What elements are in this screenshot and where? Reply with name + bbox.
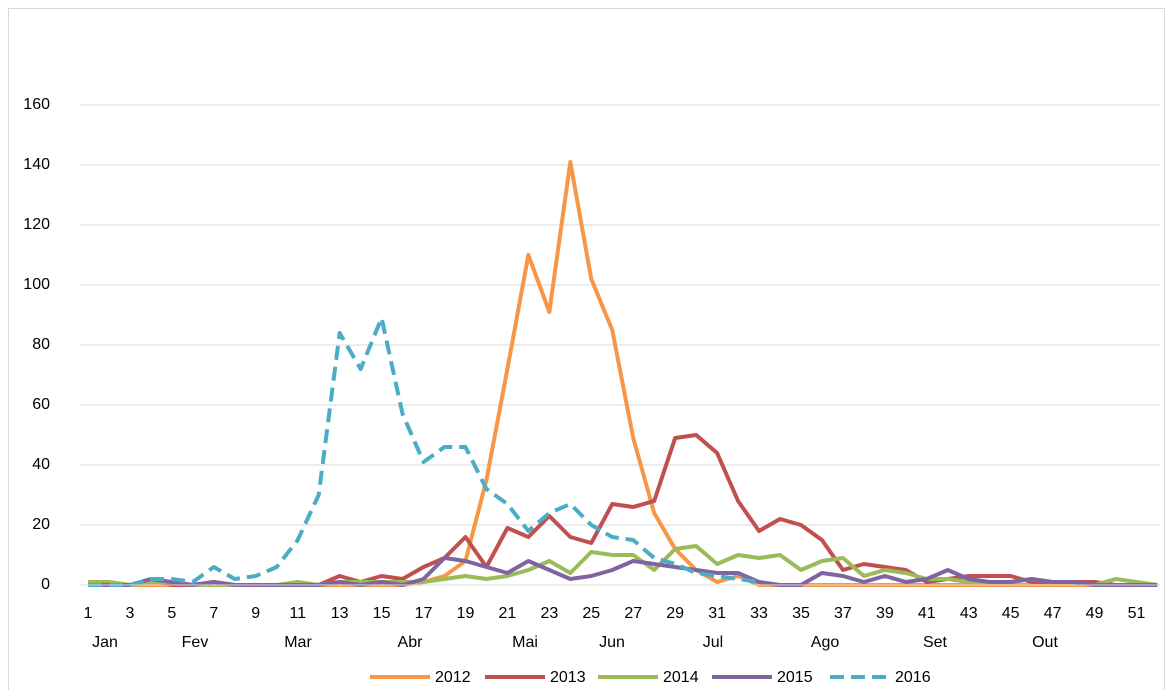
x-tick-label: 49 <box>1086 605 1104 622</box>
month-label: Mar <box>284 634 312 651</box>
x-tick-label: 13 <box>331 605 349 622</box>
legend-label: 2013 <box>550 669 586 686</box>
y-tick-label: 80 <box>32 336 50 353</box>
x-tick-label: 51 <box>1128 605 1146 622</box>
x-tick-label: 21 <box>499 605 517 622</box>
x-tick-label: 47 <box>1044 605 1062 622</box>
x-tick-label: 39 <box>876 605 894 622</box>
month-label: Jan <box>92 634 118 651</box>
legend-label: 2014 <box>663 669 699 686</box>
y-tick-label: 40 <box>32 456 50 473</box>
x-tick-label: 11 <box>289 605 306 622</box>
x-tick-label: 19 <box>457 605 475 622</box>
legend-label: 2016 <box>895 669 931 686</box>
y-tick-label: 160 <box>23 96 50 113</box>
y-tick-label: 20 <box>32 516 50 533</box>
month-label: Mai <box>512 634 538 651</box>
legend-label: 2015 <box>777 669 813 686</box>
x-tick-label: 17 <box>415 605 433 622</box>
month-label: Ago <box>811 634 840 651</box>
x-tick-label: 5 <box>167 605 176 622</box>
x-tick-label: 23 <box>540 605 558 622</box>
month-label: Jun <box>599 634 625 651</box>
month-label: Fev <box>182 634 209 651</box>
x-tick-label: 27 <box>624 605 642 622</box>
x-tick-label: 41 <box>918 605 936 622</box>
x-tick-label: 9 <box>251 605 260 622</box>
x-tick-label: 7 <box>209 605 218 622</box>
month-label: Abr <box>398 634 424 651</box>
x-tick-label: 3 <box>125 605 134 622</box>
x-tick-label: 1 <box>84 605 93 622</box>
month-label: Set <box>923 634 948 651</box>
y-tick-label: 60 <box>32 396 50 413</box>
x-tick-label: 37 <box>834 605 852 622</box>
y-tick-label: 100 <box>23 276 50 293</box>
month-label: Jul <box>703 634 723 651</box>
x-tick-label: 45 <box>1002 605 1020 622</box>
y-tick-label: 120 <box>23 216 50 233</box>
x-tick-label: 29 <box>666 605 684 622</box>
x-tick-label: 15 <box>373 605 391 622</box>
x-tick-label: 25 <box>582 605 600 622</box>
x-tick-label: 33 <box>750 605 768 622</box>
x-tick-label: 35 <box>792 605 810 622</box>
month-label: Out <box>1032 634 1058 651</box>
y-tick-label: 0 <box>41 576 50 593</box>
x-tick-label: 31 <box>708 605 726 622</box>
y-tick-label: 140 <box>23 156 50 173</box>
x-tick-label: 43 <box>960 605 978 622</box>
series-line <box>88 316 760 587</box>
legend-label: 2012 <box>435 669 471 686</box>
chart-frame <box>8 8 1165 695</box>
